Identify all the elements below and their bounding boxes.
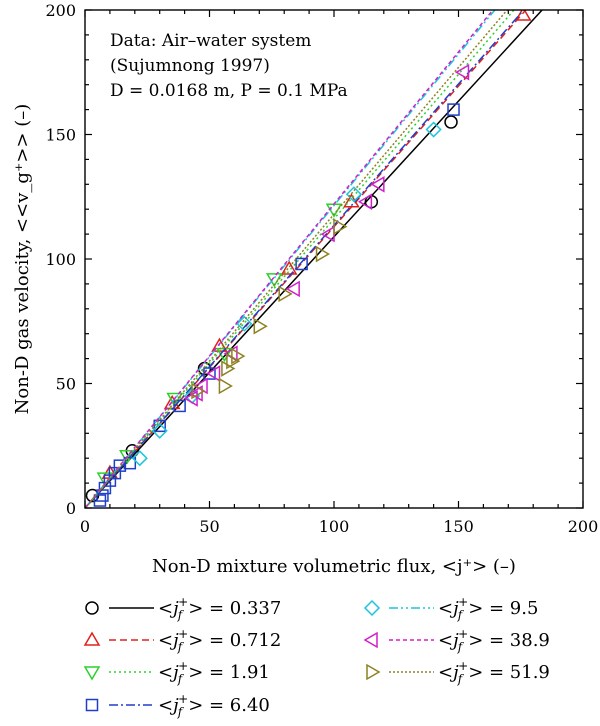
- legend-label-1: <jf+> = 0.712: [158, 627, 281, 654]
- axis-ticks: 0 50 100 150 200 0 50 100 150 200: [45, 1, 598, 536]
- data-point-5-5: [285, 280, 300, 298]
- y-tick-label: 100: [45, 250, 76, 269]
- legend-item-6: <jf+> = 51.9: [366, 659, 550, 686]
- x-tick-label: 50: [199, 517, 219, 536]
- legend-marker-4: [363, 599, 381, 617]
- data-point-3-9: [203, 367, 216, 380]
- data-point-5-1: [188, 385, 203, 402]
- series-layer: [85, 10, 544, 508]
- annotation-line-2: (Sujumnong 1997): [110, 56, 270, 76]
- data-point-6-1: [218, 377, 233, 395]
- data-point-5-7: [357, 193, 373, 211]
- plot-area: [85, 10, 544, 508]
- y-tick-label: 0: [66, 499, 76, 518]
- data-point-6-0: [191, 382, 206, 400]
- legend-item-2: <jf+> = 1.91: [83, 659, 270, 686]
- x-tick-label: 0: [80, 517, 90, 536]
- data-point-6-4: [231, 347, 246, 365]
- legend-marker-2: [83, 666, 101, 681]
- fit-line-5: [85, 10, 494, 508]
- x-tick-label: 100: [319, 517, 350, 536]
- annotation-line-3: D = 0.0168 m, P = 0.1 MPa: [110, 81, 348, 101]
- data-point-6-6: [278, 285, 293, 303]
- legend-label-5: <jf+> = 38.9: [438, 627, 550, 654]
- data-point-3-6: [123, 456, 137, 470]
- legend: <jf+> = 0.337 <jf+> = 0.712 <jf+> = 1.91 <j…: [83, 595, 550, 719]
- legend-label-2: <jf+> = 1.91: [158, 659, 270, 686]
- fit-line-4: [85, 10, 496, 508]
- annotation-line-1: Data: Air–water system: [110, 31, 311, 51]
- y-tick-label: 150: [45, 126, 76, 145]
- data-point-6-7: [315, 245, 331, 263]
- data-point-5-3: [205, 365, 221, 382]
- legend-item-4: <jf+> = 9.5: [363, 595, 538, 622]
- legend-item-3: <jf+> = 6.40: [85, 692, 270, 719]
- data-point-4-0: [131, 450, 148, 467]
- y-tick-label: 50: [56, 375, 76, 394]
- legend-item-1: <jf+> = 0.712: [83, 627, 281, 654]
- data-point-3-10: [295, 257, 308, 271]
- x-axis-label: Non-D mixture volumetric flux, <j⁺> (–): [152, 556, 516, 577]
- data-point-2-4: [265, 273, 283, 288]
- data-point-6-5: [253, 317, 268, 335]
- data-point-5-9: [454, 63, 470, 81]
- data-point-3-8: [173, 399, 186, 413]
- data-point-4-4: [345, 186, 362, 203]
- data-point-3-7: [153, 419, 166, 433]
- data-point-5-8: [370, 175, 385, 193]
- y-axis-label: Non-D gas velocity, <<v_g⁺>> (–): [12, 104, 33, 415]
- legend-label-4: <jf+> = 9.5: [438, 595, 538, 622]
- data-point-3-11: [447, 103, 460, 116]
- series-6: [85, 10, 509, 508]
- data-point-3-1: [96, 489, 109, 502]
- legend-item-0: <jf+> = 0.337: [85, 595, 281, 622]
- data-point-0-4: [444, 115, 458, 129]
- legend-marker-0: [85, 601, 99, 615]
- data-point-6-2: [221, 360, 236, 377]
- data-point-4-1: [151, 422, 168, 439]
- data-point-6-3: [226, 352, 241, 370]
- series-4: [85, 10, 496, 508]
- data-point-4-5: [425, 121, 442, 138]
- legend-label-6: <jf+> = 51.9: [438, 659, 550, 686]
- legend-marker-6: [366, 663, 381, 681]
- data-point-4-3: [236, 315, 253, 332]
- legend-label-3: <jf+> = 6.40: [158, 692, 270, 719]
- x-tick-label: 150: [443, 517, 474, 536]
- legend-marker-3: [85, 698, 99, 712]
- data-point-6-8: [333, 218, 348, 235]
- data-point-3-5: [113, 459, 127, 472]
- series-5: [85, 10, 494, 508]
- legend-label-0: <jf+> = 0.337: [158, 595, 281, 622]
- data-point-2-2: [166, 392, 183, 407]
- x-tick-label: 200: [568, 517, 599, 536]
- data-point-5-0: [183, 390, 198, 407]
- y-tick-label: 200: [45, 1, 76, 20]
- legend-marker-5: [363, 631, 378, 649]
- legend-marker-1: [83, 631, 101, 646]
- data-point-1-3: [280, 260, 298, 275]
- legend-item-5: <jf+> = 38.9: [363, 627, 550, 654]
